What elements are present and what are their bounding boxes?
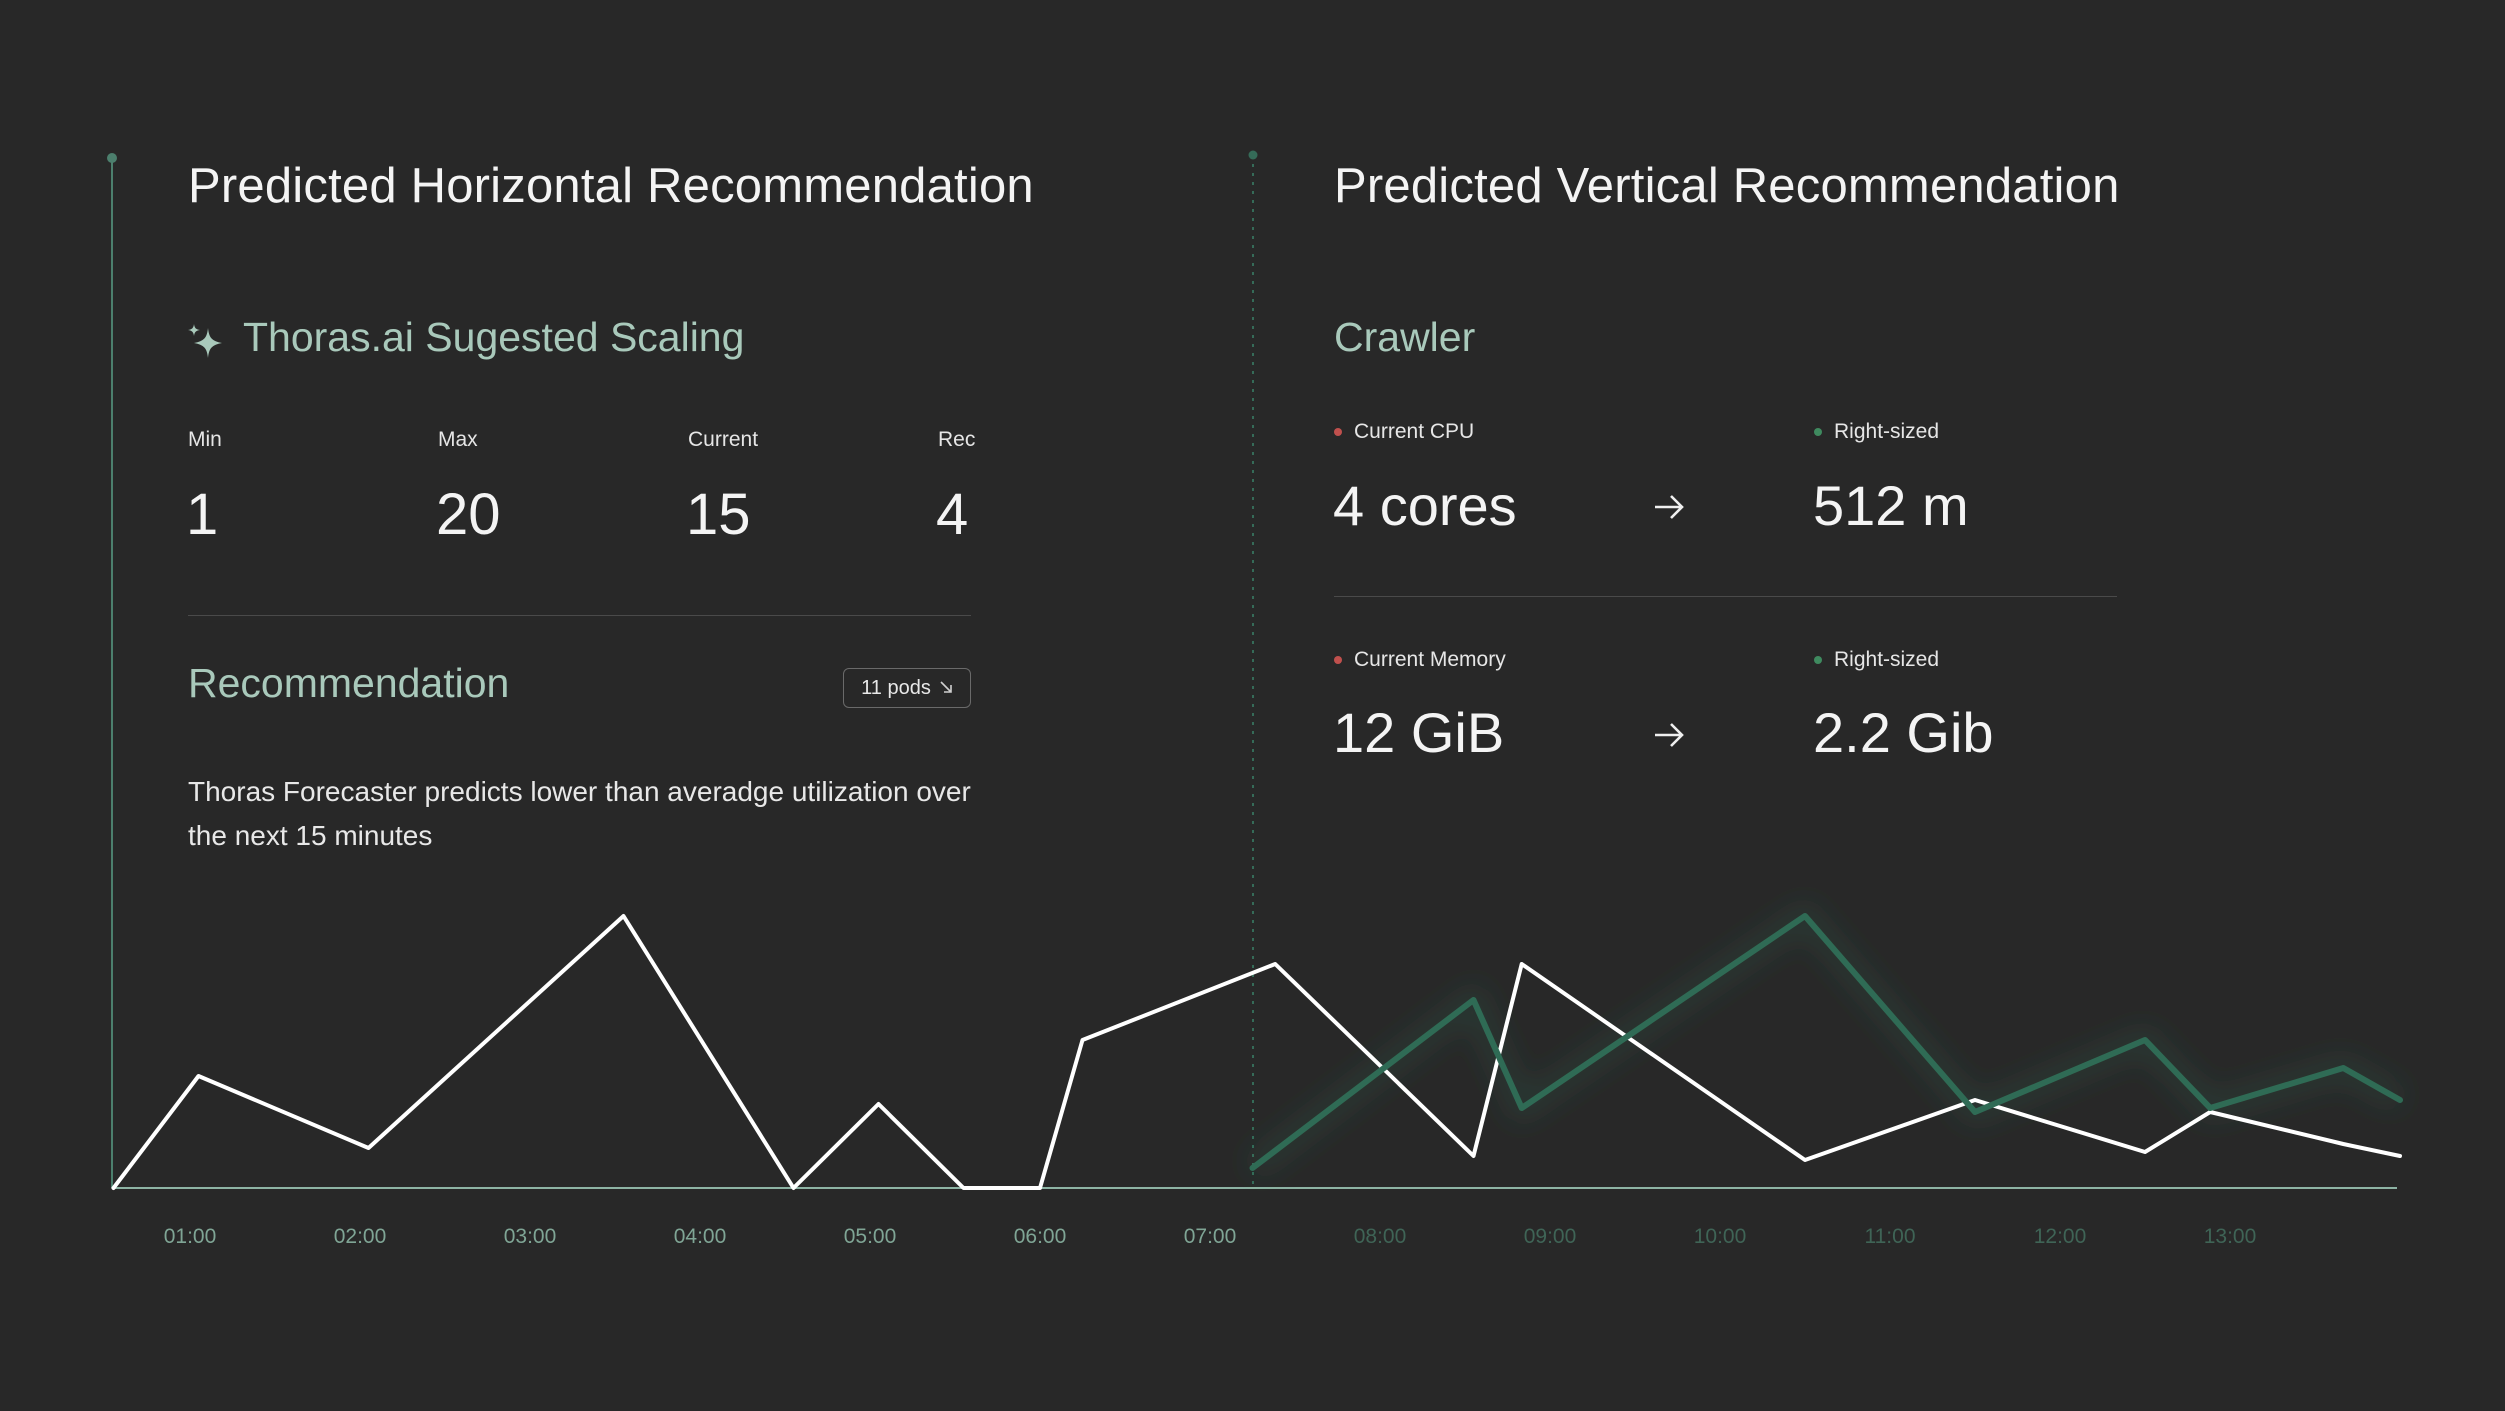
stat-min-value: 1 bbox=[186, 482, 219, 547]
current-memory-label: Current Memory bbox=[1334, 648, 1506, 672]
pods-badge-label: 11 pods bbox=[861, 676, 931, 699]
sparkle-icon bbox=[186, 318, 226, 368]
current-status-dot bbox=[1334, 428, 1342, 436]
rightsized-memory-value: 2.2 Gib bbox=[1813, 701, 1994, 764]
stat-current-value: 15 bbox=[686, 482, 751, 547]
x-tick-label: 03:00 bbox=[503, 1225, 557, 1248]
horizontal-title: Predicted Horizontal Recommendation bbox=[188, 159, 1034, 213]
actual-series-line bbox=[111, 914, 2402, 1190]
x-tick-label: 10:00 bbox=[1693, 1225, 1747, 1248]
recommendation-title: Recommendation bbox=[188, 660, 510, 706]
workload-name: Crawler bbox=[1334, 314, 1476, 360]
forecast-divider-dot bbox=[1248, 150, 1258, 160]
stat-rec-value: 4 bbox=[936, 482, 969, 547]
current-memory-label-text: Current Memory bbox=[1354, 648, 1506, 671]
x-tick-label: 05:00 bbox=[843, 1225, 897, 1248]
current-status-dot bbox=[1334, 656, 1342, 664]
x-tick-label: 06:00 bbox=[1013, 1225, 1067, 1248]
x-tick-label: 09:00 bbox=[1523, 1225, 1577, 1248]
rightsized-memory-label: Right-sized bbox=[1814, 648, 1939, 672]
x-tick-label: 11:00 bbox=[1864, 1225, 1916, 1248]
x-tick-label: 01:00 bbox=[163, 1225, 217, 1248]
x-tick-label: 08:00 bbox=[1353, 1225, 1407, 1248]
current-cpu-label-text: Current CPU bbox=[1354, 420, 1475, 443]
rightsized-cpu-value: 512 m bbox=[1813, 474, 1969, 537]
suggested-scaling-title: Thoras.ai Sugested Scaling bbox=[243, 314, 745, 360]
x-tick-label: 12:00 bbox=[2033, 1225, 2087, 1248]
vertical-divider bbox=[1334, 596, 2117, 597]
vertical-title: Predicted Vertical Recommendation bbox=[1334, 159, 2120, 213]
y-axis-dot bbox=[107, 153, 117, 163]
x-tick-label: 02:00 bbox=[333, 1225, 387, 1248]
rightsized-status-dot bbox=[1814, 428, 1822, 436]
recommendation-description: Thoras Forecaster predicts lower than av… bbox=[188, 776, 971, 851]
x-tick-label: 13:00 bbox=[2203, 1225, 2257, 1248]
arrow-down-right-icon bbox=[939, 677, 953, 700]
forecast-series-line bbox=[1249, 913, 2403, 1171]
stats-divider bbox=[188, 615, 971, 616]
current-memory-value: 12 GiB bbox=[1333, 701, 1505, 764]
arrow-right-icon bbox=[1652, 718, 1686, 757]
stat-max-value: 20 bbox=[436, 482, 501, 547]
stat-max-label: Max bbox=[438, 428, 478, 451]
current-cpu-value: 4 cores bbox=[1333, 474, 1517, 537]
current-cpu-label: Current CPU bbox=[1334, 420, 1474, 444]
stat-min-label: Min bbox=[188, 428, 222, 451]
rightsized-cpu-label: Right-sized bbox=[1814, 420, 1939, 444]
x-tick-label: 07:00 bbox=[1183, 1225, 1237, 1248]
arrow-right-icon bbox=[1652, 490, 1686, 529]
stat-current-label: Current bbox=[688, 428, 759, 451]
x-tick-label: 04:00 bbox=[673, 1225, 727, 1248]
pods-badge[interactable]: 11 pods bbox=[843, 668, 971, 708]
rightsized-status-dot bbox=[1814, 656, 1822, 664]
rightsized-memory-label-text: Right-sized bbox=[1834, 648, 1940, 671]
rightsized-cpu-label-text: Right-sized bbox=[1834, 420, 1940, 443]
stat-rec-label: Rec bbox=[938, 428, 976, 451]
forecast-series-glow bbox=[1245, 901, 2406, 1177]
